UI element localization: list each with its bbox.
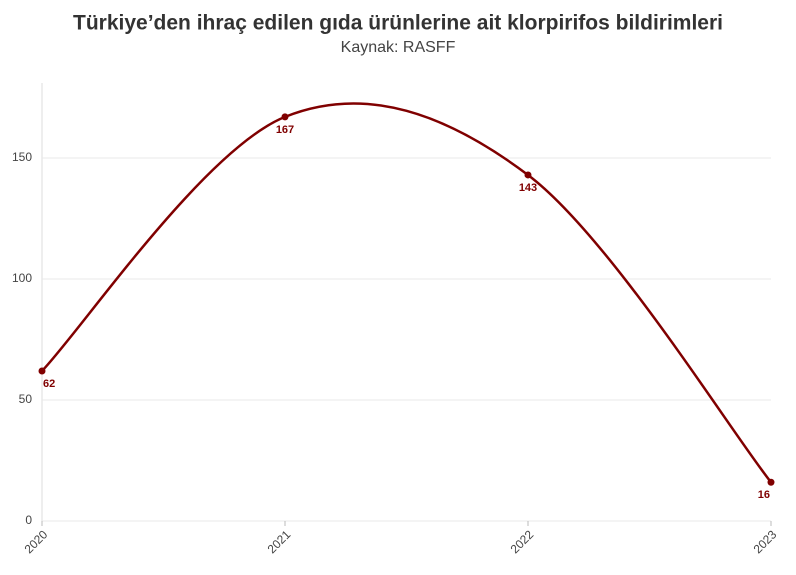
point xyxy=(767,478,775,486)
y-tick-label: 50 xyxy=(19,392,33,406)
data-label: 143 xyxy=(519,182,537,194)
x-tick-label: 2023 xyxy=(751,527,780,556)
x-tick-label: 2022 xyxy=(508,527,537,556)
line xyxy=(41,102,772,484)
y-tick-label: 100 xyxy=(12,271,32,285)
data-label: 62 xyxy=(43,378,55,390)
x-tick-label: 2021 xyxy=(265,527,294,556)
chart-title: Türkiye’den ihraç edilen gıda ürünlerine… xyxy=(73,12,723,35)
point xyxy=(281,113,289,121)
data-label: 167 xyxy=(276,124,294,136)
y-tick-label: 150 xyxy=(12,150,32,164)
x-tick-label: 2020 xyxy=(22,527,51,556)
point xyxy=(38,367,46,375)
y-tick-label: 0 xyxy=(25,513,32,527)
point xyxy=(524,171,532,179)
data-label: 16 xyxy=(758,489,770,501)
chart-subtitle: Kaynak: RASFF xyxy=(341,39,456,56)
